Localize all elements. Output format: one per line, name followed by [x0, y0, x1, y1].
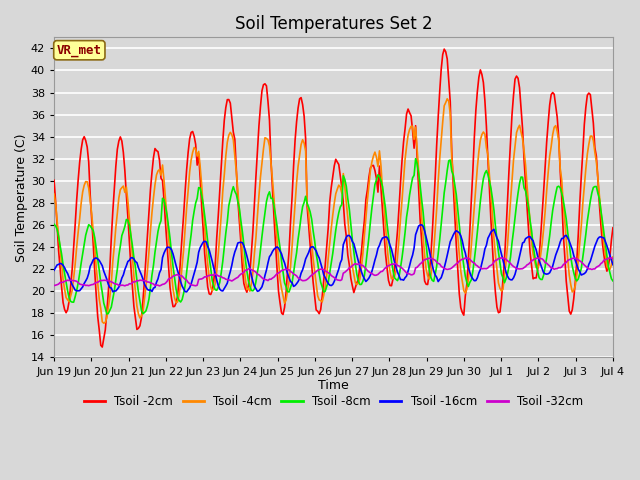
Tsoil -16cm	[600, 235, 608, 241]
Tsoil -8cm	[609, 278, 617, 284]
Tsoil -8cm	[103, 311, 111, 317]
Tsoil -8cm	[463, 279, 470, 285]
Tsoil -4cm	[143, 267, 151, 273]
Tsoil -4cm	[600, 241, 608, 247]
Y-axis label: Soil Temperature (C): Soil Temperature (C)	[15, 133, 28, 262]
Tsoil -16cm	[121, 267, 129, 273]
Tsoil -4cm	[463, 287, 470, 292]
Text: VR_met: VR_met	[57, 44, 102, 57]
Tsoil -2cm	[609, 225, 617, 231]
Tsoil -2cm	[600, 252, 608, 258]
Line: Tsoil -16cm: Tsoil -16cm	[54, 225, 613, 292]
Tsoil -2cm	[337, 173, 344, 179]
Tsoil -4cm	[444, 96, 451, 102]
Tsoil -2cm	[240, 281, 248, 287]
Tsoil -8cm	[412, 156, 419, 162]
Tsoil -32cm	[121, 283, 129, 288]
Tsoil -16cm	[463, 258, 470, 264]
Line: Tsoil -4cm: Tsoil -4cm	[54, 99, 613, 323]
Tsoil -4cm	[240, 263, 248, 269]
Tsoil -8cm	[122, 216, 130, 222]
Tsoil -32cm	[498, 255, 506, 261]
Tsoil -8cm	[240, 242, 248, 248]
Tsoil -32cm	[461, 255, 469, 261]
Tsoil -16cm	[183, 289, 191, 295]
Line: Tsoil -2cm: Tsoil -2cm	[54, 49, 613, 347]
Tsoil -32cm	[609, 256, 617, 262]
X-axis label: Time: Time	[318, 379, 349, 392]
Tsoil -2cm	[463, 282, 470, 288]
Tsoil -16cm	[609, 262, 617, 267]
Title: Soil Temperatures Set 2: Soil Temperatures Set 2	[235, 15, 432, 33]
Tsoil -16cm	[418, 222, 426, 228]
Line: Tsoil -8cm: Tsoil -8cm	[54, 159, 613, 314]
Legend: Tsoil -2cm, Tsoil -4cm, Tsoil -8cm, Tsoil -16cm, Tsoil -32cm: Tsoil -2cm, Tsoil -4cm, Tsoil -8cm, Tsoi…	[79, 390, 588, 412]
Tsoil -2cm	[50, 178, 58, 183]
Tsoil -8cm	[337, 204, 344, 210]
Tsoil -2cm	[440, 46, 448, 52]
Tsoil -32cm	[337, 277, 344, 283]
Tsoil -2cm	[99, 344, 106, 350]
Tsoil -32cm	[600, 257, 608, 263]
Tsoil -32cm	[142, 278, 150, 284]
Tsoil -32cm	[240, 269, 248, 275]
Tsoil -4cm	[337, 184, 344, 190]
Tsoil -4cm	[609, 254, 617, 260]
Tsoil -2cm	[122, 192, 130, 198]
Tsoil -8cm	[143, 303, 151, 309]
Tsoil -8cm	[50, 221, 58, 227]
Tsoil -16cm	[240, 243, 248, 249]
Tsoil -4cm	[122, 184, 130, 190]
Tsoil -4cm	[100, 320, 108, 326]
Tsoil -16cm	[337, 260, 344, 266]
Tsoil -16cm	[142, 284, 150, 290]
Tsoil -32cm	[156, 283, 163, 289]
Tsoil -16cm	[50, 267, 58, 273]
Line: Tsoil -32cm: Tsoil -32cm	[54, 258, 613, 286]
Tsoil -32cm	[50, 283, 58, 288]
Tsoil -8cm	[600, 230, 608, 236]
Tsoil -2cm	[143, 234, 151, 240]
Tsoil -4cm	[50, 191, 58, 197]
